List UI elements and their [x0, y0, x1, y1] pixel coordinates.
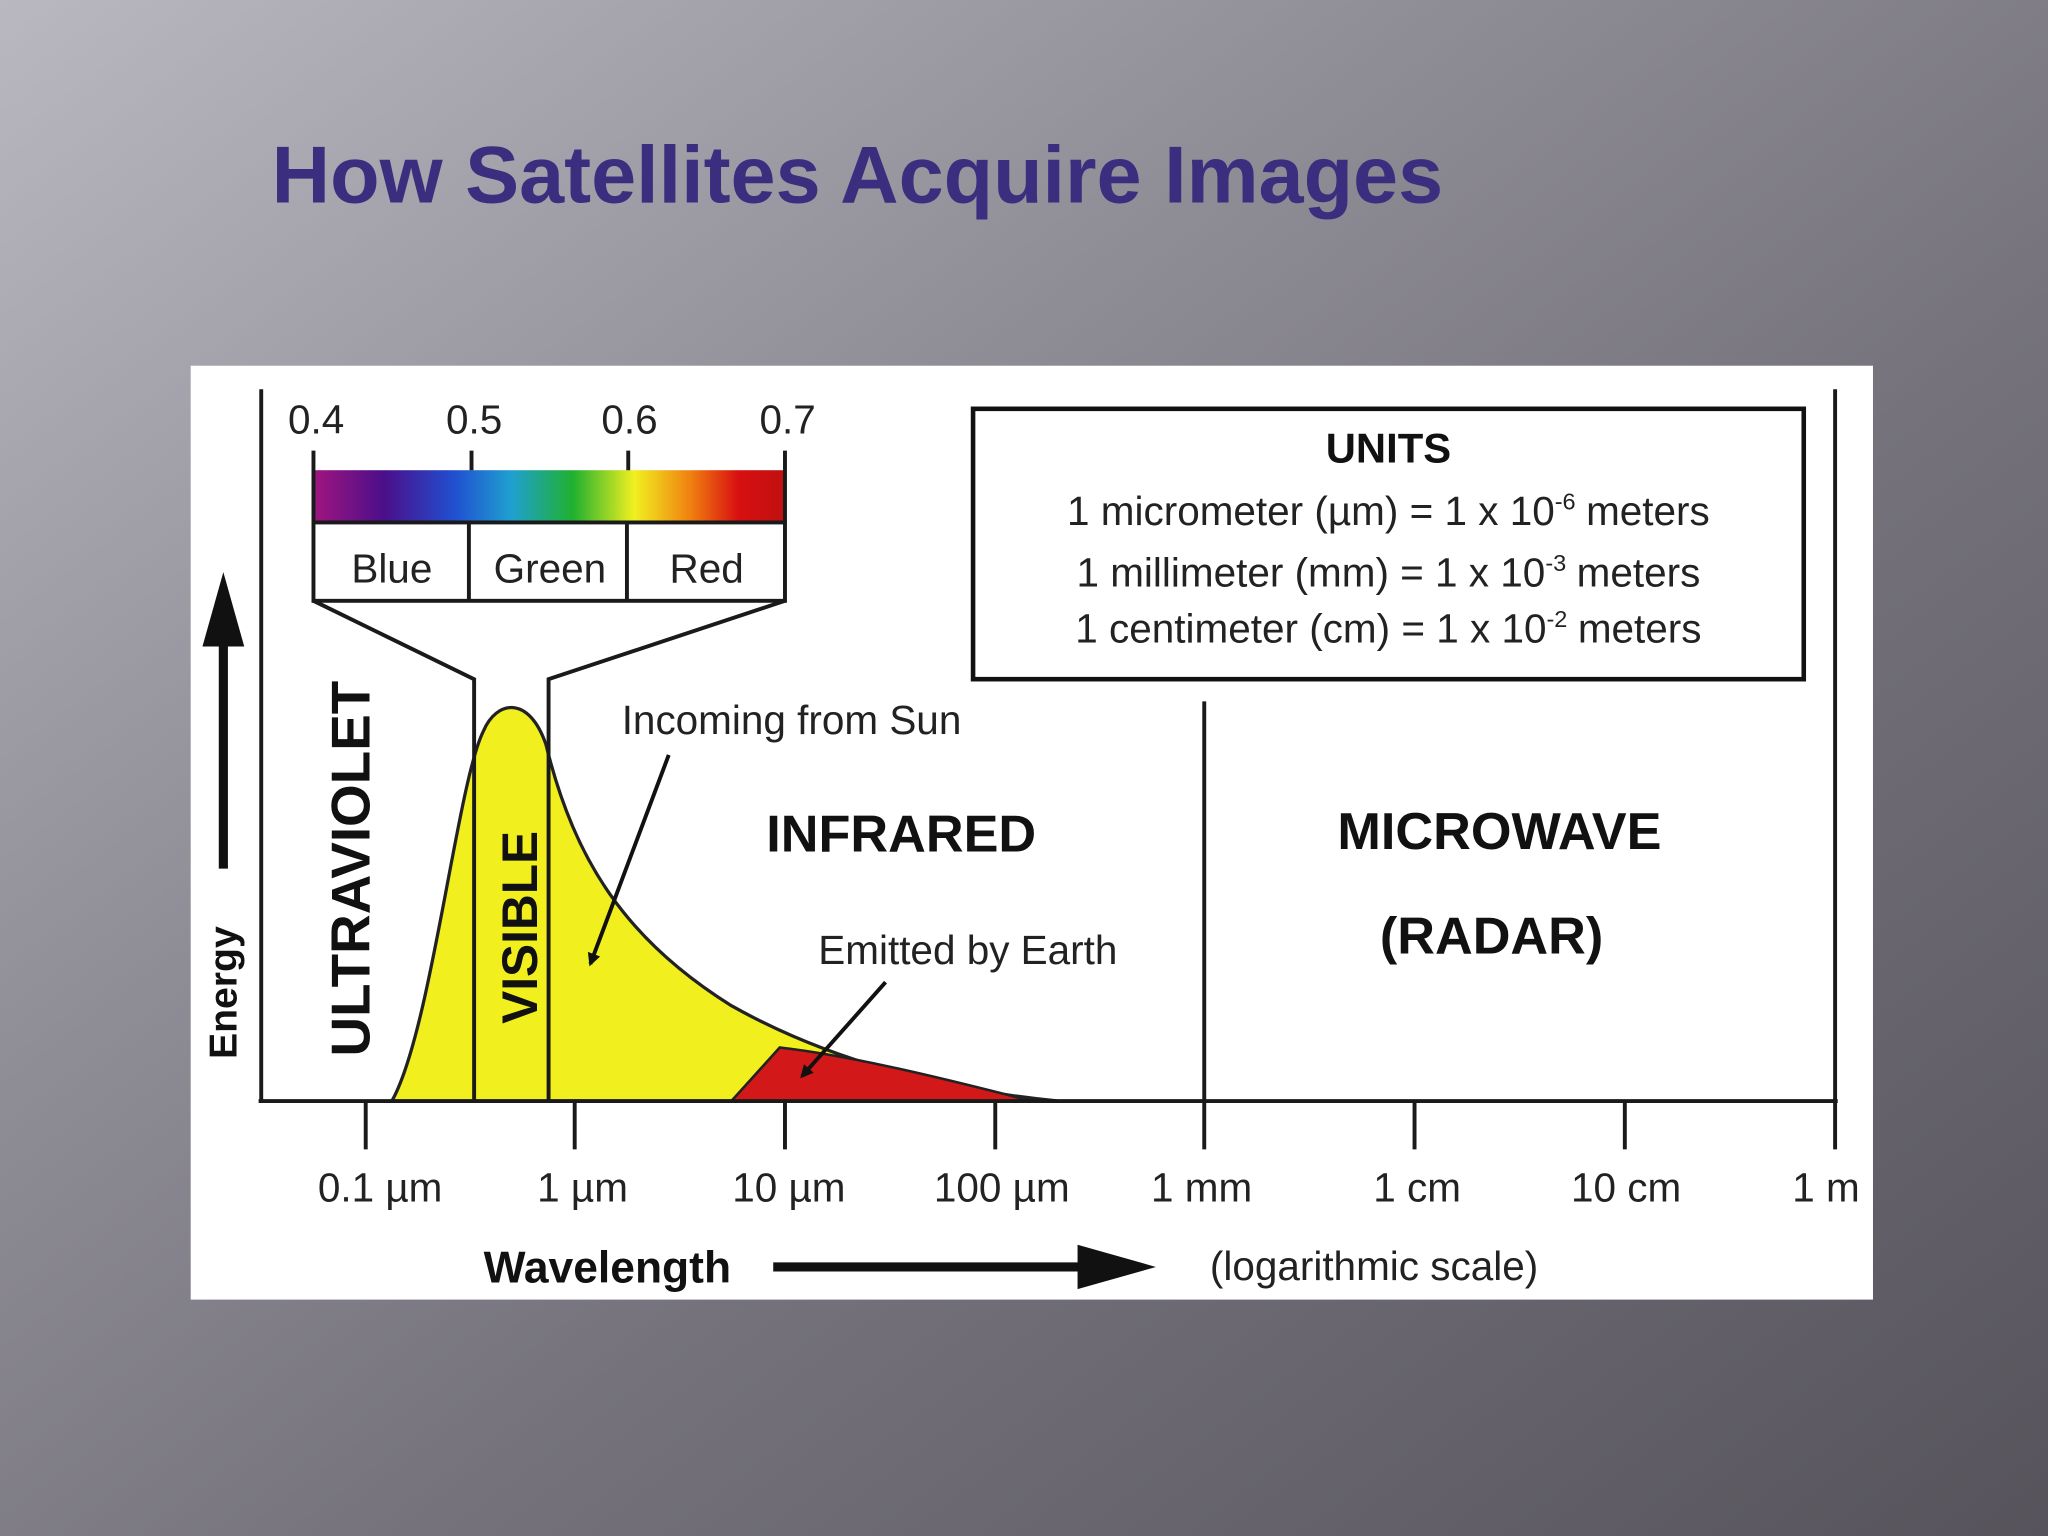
band-label: Red — [669, 546, 743, 592]
annotation-arrow — [800, 980, 888, 1079]
x-tick-label: 100 µm — [934, 1165, 1070, 1211]
slide-title: How Satellites Acquire Images — [272, 130, 1443, 220]
band-labels: Blue Green Red — [351, 546, 743, 592]
spectrum-ticks — [311, 450, 787, 523]
band-boxes — [311, 520, 787, 603]
x-ticks — [363, 1101, 1838, 1150]
units-text: 1 millimeter (mm) = 1 x 10 — [1076, 549, 1545, 595]
region-label: MICROWAVE — [1337, 803, 1661, 861]
spectrum-labels: 0.4 0.5 0.6 0.7 — [288, 397, 816, 443]
region-label: ULTRAVIOLET — [320, 681, 382, 1057]
x-tick-label: 1 mm — [1151, 1165, 1252, 1211]
spectrum-tick-label: 0.7 — [759, 397, 815, 443]
spectrum-bar — [313, 470, 785, 523]
units-exponent: -2 — [1546, 606, 1567, 632]
earth-curve — [728, 1046, 1033, 1103]
units-unit: meters — [1577, 549, 1701, 595]
x-axis-note: (logarithmic scale) — [1210, 1243, 1538, 1289]
units-title: UNITS — [1326, 424, 1451, 471]
spectrum-tick-label: 0.4 — [288, 397, 344, 443]
diagram: 0.1 µm 1 µm 10 µm 100 µm 1 mm 1 cm 10 cm… — [190, 365, 1873, 1300]
band-dividers — [466, 522, 629, 601]
units-box — [970, 406, 1807, 682]
annotation-arrow — [587, 754, 671, 967]
units-unit: meters — [1578, 606, 1702, 652]
spectrum-tick-label: 0.6 — [601, 397, 657, 443]
y-axis-title: Energy — [202, 926, 245, 1059]
wavelength-arrowhead — [1077, 1244, 1156, 1290]
units-unit: meters — [1586, 488, 1710, 534]
units-text: 1 centimeter (cm) = 1 x 10 — [1075, 606, 1546, 652]
units-text: 1 micrometer (µm) = 1 x 10 — [1067, 488, 1555, 534]
band-label: Green — [494, 546, 606, 592]
units-line: 1 millimeter (mm) = 1 x 10-3 meters — [1076, 549, 1700, 595]
units-line: 1 centimeter (cm) = 1 x 10-2 meters — [1075, 606, 1701, 652]
band-label: Blue — [351, 546, 432, 592]
x-tick-label: 0.1 µm — [318, 1165, 443, 1211]
x-tick-label: 1 m — [1792, 1165, 1859, 1211]
annotation: Emitted by Earth — [818, 927, 1117, 973]
x-tick-labels: 0.1 µm 1 µm 10 µm 100 µm 1 mm 1 cm 10 cm… — [318, 1165, 1860, 1211]
energy-arrowhead — [202, 572, 245, 647]
x-tick-label: 10 cm — [1571, 1165, 1681, 1211]
visible-funnel — [312, 598, 786, 1102]
region-label: (RADAR) — [1380, 907, 1603, 965]
units-exponent: -3 — [1545, 550, 1566, 576]
units-line: 1 micrometer (µm) = 1 x 10-6 meters — [1067, 488, 1710, 534]
x-axis-title: Wavelength — [484, 1244, 731, 1293]
units-exponent: -6 — [1555, 488, 1576, 514]
x-tick-label: 10 µm — [732, 1165, 845, 1211]
region-label: VISIBLE — [492, 831, 548, 1024]
annotation: Incoming from Sun — [622, 697, 962, 743]
spectrum-tick-label: 0.5 — [446, 397, 502, 443]
x-tick-label: 1 cm — [1373, 1165, 1461, 1211]
region-label: INFRARED — [766, 806, 1036, 864]
x-tick-label: 1 µm — [537, 1165, 628, 1211]
